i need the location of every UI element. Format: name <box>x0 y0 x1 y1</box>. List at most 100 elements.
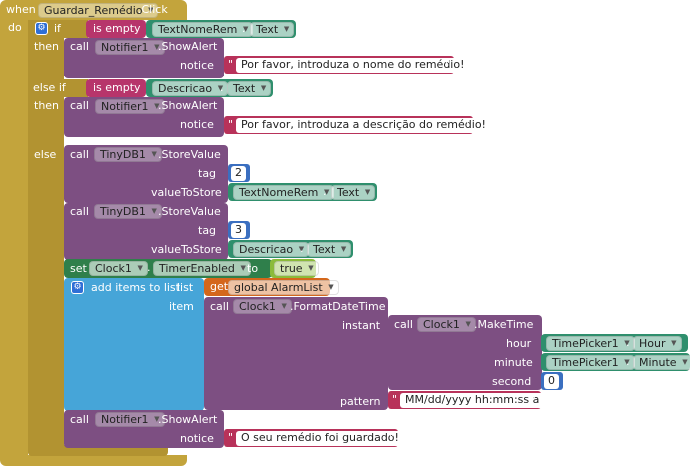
do-label: do <box>8 21 22 34</box>
quote-open: " <box>228 118 234 131</box>
minute-label: minute <box>494 356 533 369</box>
dropdown-arrow-icon: ▼ <box>151 207 157 215</box>
true-dropdown[interactable]: true ▼ <box>274 261 319 276</box>
else-label: else <box>34 148 57 161</box>
tag-label: tag <box>198 224 217 237</box>
tinydb-dropdown[interactable]: TinyDB1 ▼ <box>94 147 162 162</box>
minute-property-dropdown[interactable]: Minute ▼ <box>633 355 690 370</box>
show-alert-notice-row-1 <box>64 56 224 76</box>
method-label: .FormatDateTime <box>290 300 386 313</box>
timepicker-dropdown[interactable]: TimePicker1 ▼ <box>546 336 635 351</box>
dropdown-arrow-icon: ▼ <box>323 188 330 196</box>
pattern-label: pattern <box>340 395 381 408</box>
format-date-time-block[interactable] <box>204 297 388 410</box>
is-empty-label-1: is empty <box>93 22 141 35</box>
value-to-store-label: valueToStore <box>151 186 222 199</box>
dropdown-arrow-icon: ▼ <box>340 245 347 253</box>
gear-icon[interactable]: ⚙ <box>35 22 48 35</box>
quote-open: " <box>228 58 234 71</box>
dropdown-arrow-icon: ▼ <box>465 320 471 328</box>
alert-text-3[interactable]: O seu remédio foi guardado! <box>236 431 404 446</box>
dot-separator: . <box>300 242 304 255</box>
textnomerem-dropdown[interactable]: TextNomeRem ▼ <box>233 185 335 200</box>
value-to-store-label: valueToStore <box>151 243 222 256</box>
elseif-label: else if <box>33 81 66 94</box>
is-empty-label-2: is empty <box>93 81 141 94</box>
notifier-dropdown[interactable]: Notifier1 ▼ <box>95 412 165 427</box>
when-label: when <box>6 3 36 16</box>
quote-close: " <box>389 431 395 444</box>
textnomerem-dropdown[interactable]: TextNomeRem ▼ <box>152 22 254 37</box>
call-label: call <box>70 99 89 112</box>
add-items-to-list-block[interactable] <box>64 278 204 411</box>
text-property-dropdown[interactable]: Text ▼ <box>250 22 295 37</box>
tag-value-1[interactable]: 2 <box>231 166 246 181</box>
clock-dropdown[interactable]: Clock1 ▼ <box>233 299 292 314</box>
notifier-dropdown[interactable]: Notifier1 ▼ <box>95 40 165 55</box>
descricao-dropdown[interactable]: Descricao ▼ <box>233 242 310 257</box>
event-name: .Click <box>138 3 168 16</box>
call-label: call <box>70 205 89 218</box>
dropdown-arrow-icon: ▼ <box>308 264 314 272</box>
method-label: .ShowAlert <box>158 413 218 426</box>
second-value[interactable]: 0 <box>544 374 559 389</box>
clock-dropdown[interactable]: Clock1 ▼ <box>89 261 148 276</box>
quote-close: " <box>445 58 451 71</box>
text-property-dropdown[interactable]: Text ▼ <box>331 185 376 200</box>
event-block-spine <box>0 20 28 460</box>
dropdown-arrow-icon: ▼ <box>281 302 287 310</box>
dropdown-arrow-icon: ▼ <box>682 358 688 366</box>
dropdown-arrow-icon: ▼ <box>671 339 677 347</box>
then-label-1: then <box>34 40 60 53</box>
dropdown-arrow-icon: ▼ <box>624 339 630 347</box>
descricao-dropdown[interactable]: Descricao ▼ <box>152 81 229 96</box>
timer-enabled-dropdown[interactable]: TimerEnabled ▼ <box>153 261 251 276</box>
is-empty-block-1[interactable] <box>86 20 146 38</box>
text-property-dropdown[interactable]: Text ▼ <box>227 81 272 96</box>
elseif-row <box>28 79 88 97</box>
alert-text-2[interactable]: Por favor, introduza a descrição do remé… <box>236 118 491 133</box>
tinydb-dropdown[interactable]: TinyDB1 ▼ <box>94 204 162 219</box>
quote-open: " <box>228 431 234 444</box>
item-label: item <box>169 300 194 313</box>
quote-close: " <box>531 393 537 406</box>
gear-icon[interactable]: ⚙ <box>71 281 84 294</box>
event-block-footer <box>0 455 187 466</box>
quote-open: " <box>392 393 398 406</box>
dot-separator: . <box>323 185 327 198</box>
tag-value-2[interactable]: 3 <box>231 223 246 238</box>
call-label: call <box>394 318 413 331</box>
tag-label: tag <box>198 167 217 180</box>
pattern-text[interactable]: MM/dd/yyyy hh:mm:ss a <box>400 393 545 408</box>
dot-separator: . <box>220 81 224 94</box>
call-label: call <box>210 300 229 313</box>
notice-label: notice <box>180 59 214 72</box>
second-label: second <box>492 375 532 388</box>
event-component-dropdown[interactable]: Guardar_Remédio ▼ <box>38 3 159 18</box>
dropdown-arrow-icon: ▼ <box>364 188 371 196</box>
add-items-label: add items to list <box>91 281 180 294</box>
clock-dropdown[interactable]: Clock1 ▼ <box>417 317 476 332</box>
call-label: call <box>70 148 89 161</box>
dot-separator: . <box>626 336 630 349</box>
if-label: if <box>54 22 61 35</box>
dropdown-arrow-icon: ▼ <box>260 84 267 92</box>
text-property-dropdown[interactable]: Text ▼ <box>307 242 352 257</box>
alert-text-1[interactable]: Por favor, introduza o nome do remédio! <box>236 58 470 73</box>
hour-property-dropdown[interactable]: Hour ▼ <box>633 336 682 351</box>
method-label: .ShowAlert <box>158 99 218 112</box>
dropdown-arrow-icon: ▼ <box>283 25 290 33</box>
then-label-2: then <box>34 99 60 112</box>
dropdown-arrow-icon: ▼ <box>154 415 160 423</box>
dropdown-arrow-icon: ▼ <box>242 25 249 33</box>
dot-separator: . <box>626 355 630 368</box>
is-empty-block-2[interactable] <box>86 79 146 97</box>
call-label: call <box>70 413 89 426</box>
set-label: set <box>70 262 87 275</box>
dropdown-arrow-icon: ▼ <box>148 6 154 14</box>
notice-label: notice <box>180 118 214 131</box>
notifier-dropdown[interactable]: Notifier1 ▼ <box>95 99 165 114</box>
dot-separator: . <box>242 22 246 35</box>
global-alarmlist-dropdown[interactable]: global AlarmList ▼ <box>228 280 339 295</box>
timepicker-dropdown[interactable]: TimePicker1 ▼ <box>546 355 635 370</box>
